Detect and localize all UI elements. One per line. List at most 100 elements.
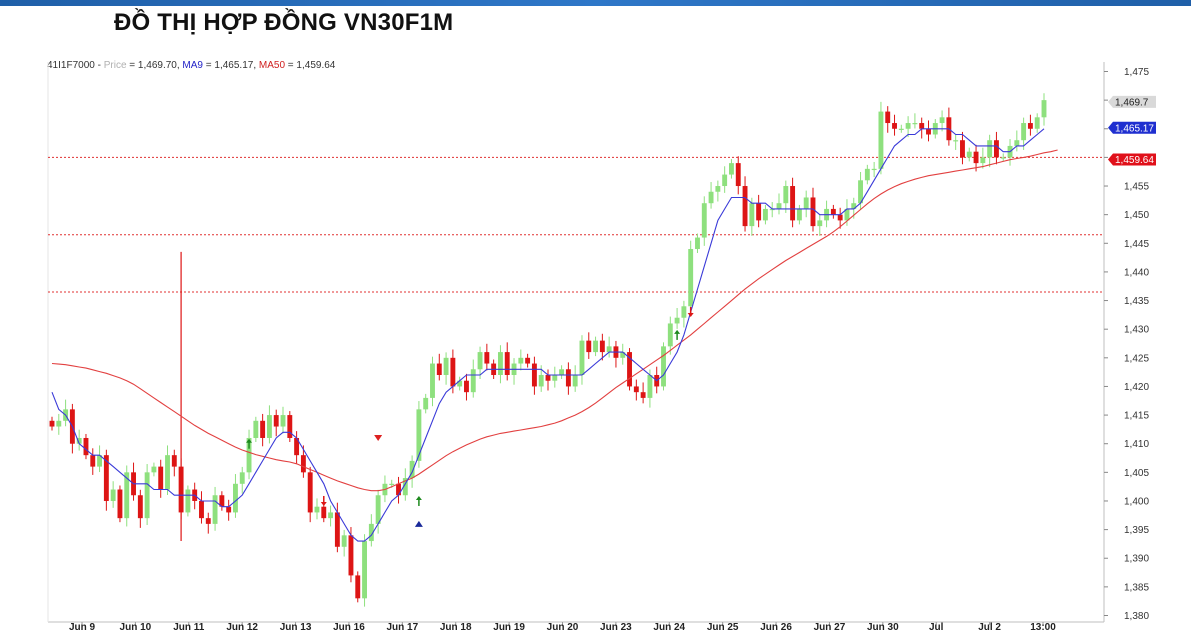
candle-down — [756, 203, 762, 221]
candle-down — [436, 363, 442, 375]
x-tick-label: Jul — [929, 622, 944, 633]
candle-up — [667, 323, 673, 347]
page-title: ĐỒ THỊ HỢP ĐỒNG VN30F1M — [114, 9, 454, 36]
candle-up — [776, 203, 782, 209]
y-tick-label: 1,425 — [1124, 353, 1149, 364]
x-tick-label: Jun 25 — [707, 622, 739, 633]
candle-up — [980, 157, 986, 164]
x-tick-label: Jun 10 — [120, 622, 152, 633]
candle-up — [817, 220, 823, 227]
sell-signal-triangle — [374, 434, 383, 441]
y-tick-label: 1,475 — [1124, 67, 1149, 78]
candle-down — [226, 506, 232, 513]
candle-up — [593, 340, 599, 353]
legend-price-label: Price — [103, 60, 127, 71]
legend-price-value: 1,469.70 — [137, 60, 177, 71]
candle-up — [233, 483, 238, 513]
candle-down — [484, 352, 490, 364]
candle-down — [599, 340, 605, 353]
candle-up — [362, 541, 367, 599]
candle-up — [803, 197, 809, 209]
legend-ma9-value: 1,465.17 — [214, 60, 254, 71]
candle-down — [586, 340, 592, 353]
y-tick-label: 1,430 — [1124, 325, 1149, 336]
candle-up — [729, 163, 734, 175]
candle-up — [124, 472, 130, 519]
y-tick-label: 1,410 — [1124, 439, 1149, 450]
candle-up — [701, 203, 707, 238]
candle-down — [830, 208, 836, 215]
candle-up — [212, 495, 218, 524]
candle-up — [762, 208, 768, 221]
candle-up — [688, 249, 694, 307]
candle-down — [171, 455, 177, 467]
candle-up — [1034, 117, 1040, 129]
candle-down — [300, 455, 306, 473]
legend-ma50-value: 1,459.64 — [296, 60, 336, 71]
candle-up — [1000, 157, 1006, 159]
candle-up — [572, 374, 578, 387]
x-tick-label: Jul 2 — [978, 622, 1001, 633]
price-tag — [1108, 95, 1156, 108]
candle-down — [1027, 123, 1033, 129]
price-tag-label: 1,469.7 — [1115, 97, 1149, 108]
candle-up — [796, 208, 802, 221]
candle-down — [633, 386, 639, 393]
candle-up — [375, 495, 381, 524]
candle-up — [518, 357, 524, 364]
candle-down — [90, 455, 96, 467]
candle-up — [430, 363, 435, 398]
x-tick-label: Jun 9 — [69, 622, 96, 633]
candle-down — [545, 374, 551, 381]
candle-up — [769, 208, 775, 211]
y-tick-label: 1,385 — [1124, 582, 1149, 593]
candle-down — [260, 420, 266, 438]
candle-down — [199, 500, 204, 519]
candle-down — [735, 163, 741, 187]
candle-up — [328, 512, 334, 519]
x-tick-label: Jun 26 — [760, 622, 792, 633]
candle-down — [960, 140, 965, 158]
candle-up — [341, 535, 347, 547]
y-tick-label: 1,450 — [1124, 210, 1149, 221]
candle-down — [837, 214, 843, 221]
candle-down — [321, 506, 327, 519]
x-tick-label: Jun 18 — [440, 622, 472, 633]
candle-up — [185, 489, 191, 513]
candle-down — [885, 111, 891, 124]
candle-up — [402, 478, 408, 496]
candle-up — [56, 420, 62, 427]
candle-up — [905, 123, 911, 129]
candle-down — [919, 123, 925, 129]
candle-down — [926, 128, 931, 135]
candle-up — [368, 523, 374, 542]
candle-up — [552, 374, 558, 381]
candle-down — [640, 392, 646, 398]
candle-up — [538, 374, 544, 387]
candle-down — [525, 357, 531, 364]
candle-up — [280, 415, 286, 427]
candle-up — [470, 369, 476, 393]
candle-up — [416, 409, 422, 461]
y-tick-label: 1,435 — [1124, 296, 1149, 307]
candle-up — [1014, 140, 1020, 146]
candle-up — [151, 466, 157, 473]
candle-up — [858, 180, 863, 204]
candle-up — [953, 140, 959, 142]
candle-down — [137, 495, 143, 519]
x-tick-label: Jun 12 — [226, 622, 258, 633]
x-tick-label: Jun 16 — [333, 622, 365, 633]
candle-down — [892, 123, 897, 129]
candle-down — [450, 357, 456, 387]
candle-up — [266, 415, 272, 438]
x-tick-label: Jun 13 — [280, 622, 312, 633]
candle-up — [409, 460, 415, 479]
candle-up — [606, 346, 612, 353]
candle-up — [443, 357, 449, 375]
candle-down — [117, 489, 123, 519]
candle-up — [987, 140, 993, 158]
candle-up — [939, 117, 945, 124]
x-tick-label: Jun 23 — [600, 622, 632, 633]
candle-up — [878, 111, 884, 169]
